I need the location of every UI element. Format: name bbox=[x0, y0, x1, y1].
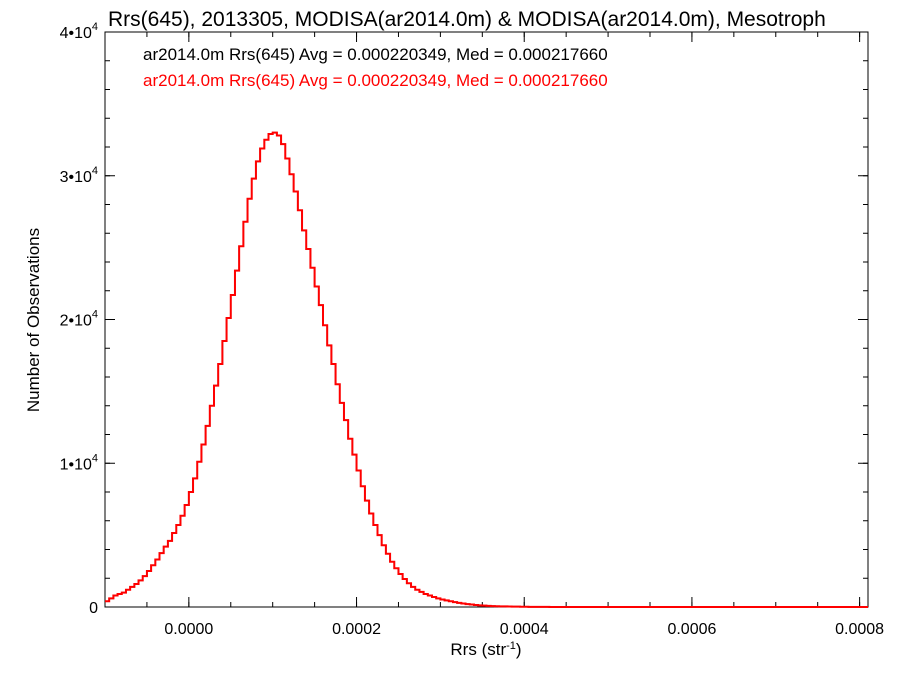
y-tick-label-base: 3•10 bbox=[60, 169, 92, 186]
y-tick-label: 4•104 bbox=[60, 21, 98, 42]
legend-entry-black: ar2014.0m Rrs(645) Avg = 0.000220349, Me… bbox=[143, 45, 608, 64]
histogram-series-black bbox=[105, 131, 868, 608]
y-tick-label-exponent: 4 bbox=[92, 452, 98, 464]
x-tick-label: 0.0008 bbox=[835, 621, 884, 638]
x-tick-label: 0.0002 bbox=[332, 621, 381, 638]
histogram-series-red bbox=[105, 131, 868, 608]
y-tick-label-exponent: 4 bbox=[92, 21, 98, 33]
y-tick-label: 2•104 bbox=[60, 309, 98, 330]
legend-entry-red: ar2014.0m Rrs(645) Avg = 0.000220349, Me… bbox=[143, 71, 608, 90]
y-tick-label-base: 0 bbox=[89, 600, 98, 617]
y-tick-label-base: 4•10 bbox=[60, 25, 92, 42]
legend: ar2014.0m Rrs(645) Avg = 0.000220349, Me… bbox=[143, 45, 608, 90]
y-tick-label: 3•104 bbox=[60, 165, 98, 186]
y-tick-label-base: 2•10 bbox=[60, 313, 92, 330]
series-layer bbox=[105, 131, 868, 608]
x-axis-label-text: Rrs (str bbox=[450, 640, 506, 659]
chart-title: Rrs(645), 2013305, MODISA(ar2014.0m) & M… bbox=[108, 8, 826, 31]
x-axis-label-suffix: ) bbox=[516, 640, 522, 659]
y-axis-label: Number of Observations bbox=[24, 228, 43, 412]
y-tick-label-exponent: 4 bbox=[92, 165, 98, 177]
y-tick-label: 1•104 bbox=[60, 452, 98, 473]
y-tick-label-exponent: 4 bbox=[92, 309, 98, 321]
y-tick-label: 0 bbox=[89, 600, 98, 617]
x-tick-label: 0.0000 bbox=[164, 621, 213, 638]
x-axis-label-sup: -1 bbox=[506, 640, 516, 652]
y-tick-label-base: 1•10 bbox=[60, 456, 92, 473]
axis-ticks: 0.0000 0.0002 0.0004 0.0006 0.000801•1042•10… bbox=[60, 21, 885, 638]
x-axis-label: Rrs (str-1) bbox=[450, 640, 521, 659]
x-tick-label: 0.0004 bbox=[500, 621, 549, 638]
plot-frame bbox=[104, 31, 869, 608]
x-tick-label: 0.0006 bbox=[667, 621, 716, 638]
